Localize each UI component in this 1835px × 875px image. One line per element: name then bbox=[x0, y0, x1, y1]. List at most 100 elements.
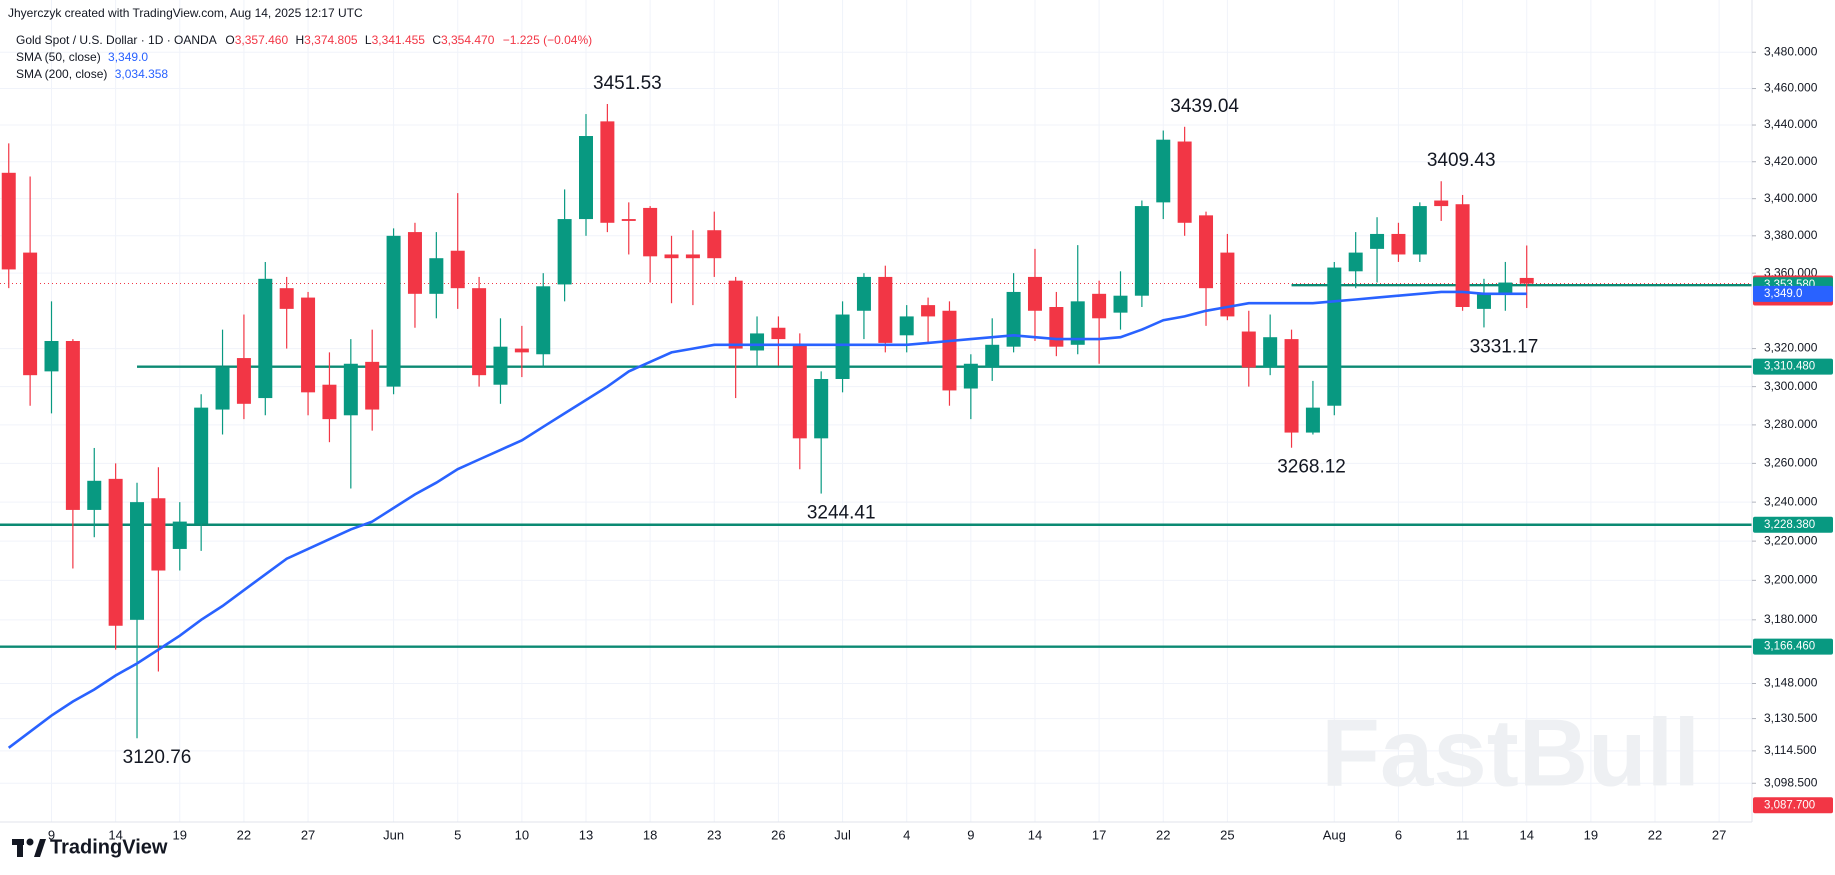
candle-body bbox=[1284, 339, 1299, 433]
y-tick-label: 3,180.000 bbox=[1764, 612, 1818, 626]
price-tag-label: 3,349.0 bbox=[1764, 288, 1802, 300]
candle-body bbox=[1327, 267, 1342, 406]
candle-body bbox=[130, 502, 145, 620]
candle-body bbox=[1070, 301, 1085, 345]
candle-body bbox=[151, 498, 166, 571]
price-tag-label: 3,228.380 bbox=[1764, 519, 1815, 531]
candle-body bbox=[23, 252, 38, 376]
x-tick-label: 6 bbox=[1395, 827, 1402, 842]
candle-body bbox=[1476, 293, 1491, 309]
candle-body bbox=[1498, 282, 1513, 294]
x-tick-label: 23 bbox=[707, 827, 721, 842]
x-tick-label: 9 bbox=[967, 827, 974, 842]
candle-body bbox=[1412, 206, 1427, 255]
x-tick-label: Jun bbox=[383, 827, 404, 842]
extreme-annotation: 3451.53 bbox=[593, 73, 662, 94]
candle-body bbox=[1156, 139, 1171, 203]
candle-body bbox=[1199, 215, 1214, 289]
x-tick-label: 22 bbox=[1648, 827, 1662, 842]
x-tick-label: 27 bbox=[1712, 827, 1726, 842]
ohlc-value: 3,341.455 bbox=[372, 33, 426, 47]
x-tick-label: 17 bbox=[1092, 827, 1106, 842]
candle-body bbox=[194, 407, 209, 524]
candle-body bbox=[600, 121, 615, 223]
y-tick-label: 3,200.000 bbox=[1764, 573, 1818, 587]
candle-body bbox=[343, 363, 358, 416]
x-tick-label: 19 bbox=[173, 827, 187, 842]
candle-body bbox=[621, 219, 636, 221]
price-tag-label: 3,087.700 bbox=[1764, 799, 1815, 811]
candle-body bbox=[1220, 252, 1235, 317]
price-tag bbox=[1753, 797, 1833, 814]
grid bbox=[0, 0, 1752, 822]
sma-50-line bbox=[7, 290, 1527, 749]
y-tick-label: 3,440.000 bbox=[1764, 117, 1818, 131]
candle-body bbox=[1519, 277, 1534, 284]
candle-body bbox=[1113, 295, 1128, 313]
y-tick-label: 3,260.000 bbox=[1764, 456, 1818, 470]
x-tick-label: 13 bbox=[579, 827, 593, 842]
x-tick-label: 19 bbox=[1584, 827, 1598, 842]
y-tick-label: 3,400.000 bbox=[1764, 191, 1818, 205]
y-tick-label: 3,380.000 bbox=[1764, 228, 1818, 242]
credit: Jhyerczyk created with TradingView.com, … bbox=[8, 6, 363, 20]
x-tick-label: 11 bbox=[1456, 827, 1470, 842]
logo-mark bbox=[34, 839, 46, 857]
price-tag-label: 3,310.480 bbox=[1764, 361, 1815, 373]
indicator-value: 3,034.358 bbox=[115, 67, 169, 81]
candle-body bbox=[429, 258, 444, 294]
candle-body bbox=[1348, 252, 1363, 272]
y-tick-label: 3,320.000 bbox=[1764, 341, 1818, 355]
candle-body bbox=[1370, 233, 1385, 249]
y-tick-label: 3,240.000 bbox=[1764, 494, 1818, 508]
candle-body bbox=[258, 278, 273, 399]
x-tick-label: 27 bbox=[301, 827, 315, 842]
extreme-annotation: 3409.43 bbox=[1427, 150, 1496, 171]
candle-body bbox=[856, 276, 871, 311]
candle-body bbox=[172, 521, 187, 549]
candle-body bbox=[365, 361, 380, 410]
candle-body bbox=[236, 358, 251, 404]
logo-mark bbox=[26, 838, 34, 846]
y-tick-label: 3,114.500 bbox=[1764, 743, 1817, 757]
candle-body bbox=[1434, 200, 1449, 207]
candle-body bbox=[963, 363, 978, 389]
candle-body bbox=[493, 346, 508, 385]
plot: 3451.53 3439.04 3409.43 3331.17 3268.12 3244.… bbox=[0, 73, 1752, 768]
logo-text: TradingView bbox=[50, 836, 168, 858]
candle-body bbox=[643, 207, 658, 257]
candle-body bbox=[536, 286, 551, 355]
x-tick-label: 4 bbox=[903, 827, 910, 842]
candle-body bbox=[899, 316, 914, 336]
candle-body bbox=[1049, 306, 1064, 347]
x-tick-label: 14 bbox=[1028, 827, 1042, 842]
candle-body bbox=[1, 172, 16, 270]
y-tick-label: 3,280.000 bbox=[1764, 417, 1818, 431]
logo-mark bbox=[17, 839, 23, 857]
candle-body bbox=[472, 288, 487, 376]
x-tick-label: 25 bbox=[1220, 827, 1234, 842]
candle-body bbox=[322, 384, 337, 420]
legend-ohlc: Gold Spot / U.S. Dollar · 1D · OANDA O3,… bbox=[16, 33, 592, 47]
extreme-annotation: 3268.12 bbox=[1277, 457, 1346, 478]
candle-body bbox=[108, 478, 123, 626]
candle-body bbox=[386, 235, 401, 387]
ohlc-key: L bbox=[365, 33, 372, 47]
indicator-legend: SMA (50, close) 3,349.0 bbox=[16, 50, 148, 64]
price-tag bbox=[1753, 638, 1833, 655]
candle-body bbox=[1006, 291, 1021, 347]
extreme-annotation: 3331.17 bbox=[1470, 336, 1539, 357]
candle-body bbox=[1027, 276, 1042, 311]
candle-body bbox=[1305, 407, 1320, 433]
x-tick-label: 18 bbox=[643, 827, 657, 842]
y-tick-label: 3,480.000 bbox=[1764, 44, 1818, 58]
axes: 3,480.000 3,460.000 3,440.000 3,420.000 3,40… bbox=[48, 44, 1833, 842]
ohlc-key: C bbox=[432, 33, 441, 47]
ohlc-value: 3,357.460 bbox=[235, 33, 289, 47]
indicator-name: SMA (50, close) bbox=[16, 50, 101, 64]
price-tag bbox=[1753, 516, 1833, 533]
y-tick-label: 3,098.500 bbox=[1764, 775, 1818, 789]
x-tick-label: Jul bbox=[834, 827, 851, 842]
candle-body bbox=[835, 314, 850, 379]
